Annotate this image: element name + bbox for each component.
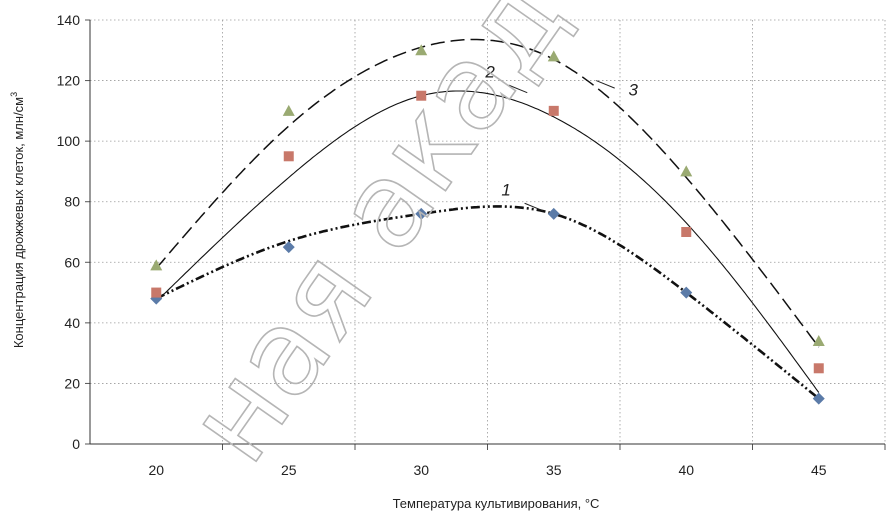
data-point-series-2 <box>813 363 824 374</box>
trend-line-1 <box>155 205 820 400</box>
trend-lines <box>155 38 820 400</box>
data-point-series-2 <box>681 227 692 237</box>
curve-label-leader-2 <box>508 84 528 94</box>
curve-label-3: 3 <box>629 81 639 100</box>
curve-label-leader-1 <box>524 202 544 212</box>
x-tick-label: 35 <box>546 462 562 478</box>
y-tick-label: 100 <box>57 133 81 149</box>
curve-label-2: 2 <box>484 63 495 82</box>
x-tick-label: 45 <box>811 462 827 478</box>
data-markers <box>150 44 825 405</box>
y-tick-label: 60 <box>64 254 80 270</box>
curve-labels: 1 2 3 <box>484 63 639 212</box>
watermark: ная академия <box>160 0 769 486</box>
curve-label-leader-3 <box>595 80 615 89</box>
y-axis-title-superscript: 3 <box>9 92 19 97</box>
data-point-series-3 <box>680 165 693 177</box>
y-tick-label: 80 <box>64 194 80 210</box>
data-point-series-2 <box>283 151 294 162</box>
curve-label-1: 1 <box>501 181 510 200</box>
axes: 0 20 40 60 80 100 120 140 20 25 30 35 40 45 <box>57 12 886 478</box>
data-point-series-1 <box>680 286 693 299</box>
x-tick-label: 40 <box>678 462 694 478</box>
data-point-series-3 <box>282 104 295 116</box>
data-point-series-2 <box>548 105 559 116</box>
data-point-series-3 <box>812 335 825 347</box>
data-point-series-2 <box>416 90 427 101</box>
gridlines <box>90 19 886 444</box>
trend-line-3 <box>155 38 820 348</box>
data-point-series-3 <box>150 259 163 271</box>
y-tick-label: 140 <box>57 12 81 28</box>
data-point-series-1 <box>282 241 295 254</box>
y-tick-label: 120 <box>57 73 81 89</box>
x-tick-label: 20 <box>148 462 164 478</box>
data-point-series-1 <box>547 207 560 220</box>
x-axis-title: Температура культивирования, °С <box>393 496 600 511</box>
trend-line-2 <box>155 90 820 393</box>
data-point-series-1 <box>415 207 428 220</box>
y-axis-title: Концентрация дрожжевых клеток, млн/см3 <box>9 92 26 348</box>
data-point-series-3 <box>415 44 428 56</box>
y-tick-label: 20 <box>64 375 80 391</box>
data-point-series-1 <box>812 392 825 405</box>
x-tick-label: 25 <box>281 462 297 478</box>
data-point-series-2 <box>151 287 162 298</box>
y-axis-title-main: Концентрация дрожжевых клеток, млн/см <box>11 97 26 348</box>
y-tick-label: 40 <box>64 315 80 331</box>
x-tick-label: 30 <box>413 462 429 478</box>
y-tick-label: 0 <box>72 436 80 452</box>
data-point-series-3 <box>547 50 560 62</box>
